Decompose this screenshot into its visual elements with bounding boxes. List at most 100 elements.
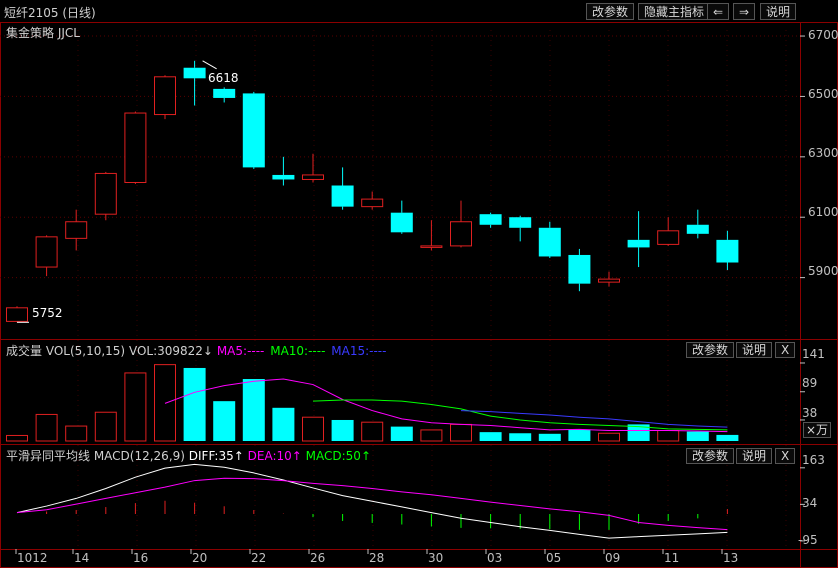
macd-tick-34: 34 (802, 496, 818, 510)
volume-bar-down (479, 432, 502, 441)
volume-bar-down (213, 401, 236, 441)
volume-bar-up (598, 432, 620, 442)
x-axis-label: 22 (251, 551, 267, 565)
vol-ma10-legend: MA10:---- (270, 344, 326, 358)
candle-body-up (94, 172, 117, 215)
candle-body-down (716, 239, 739, 263)
vol-params-button[interactable]: 改参数 (686, 342, 735, 358)
volume-bar-down (183, 367, 206, 441)
price-tick-6700: 6700 (808, 28, 838, 42)
candle-body-down (183, 67, 206, 79)
vol-tick-38: 38 (802, 406, 818, 420)
vol-ma15-line (460, 410, 728, 428)
vol-tick-141: 141 (802, 347, 825, 361)
candle-body-down (272, 174, 295, 180)
candle-body-down (509, 217, 532, 228)
price-tick-6100: 6100 (808, 205, 838, 219)
vol-ma15-legend: MA15:---- (331, 344, 387, 358)
volume-bar-up (35, 413, 58, 442)
candle-body-down (538, 227, 561, 257)
candle-body-down (568, 254, 591, 284)
low-price-label: 5752 (32, 306, 63, 320)
x-axis-label: 14 (74, 551, 90, 565)
x-axis-label: 13 (723, 551, 739, 565)
arrow-right-icon[interactable]: ⇒ (733, 3, 756, 20)
volume-bar-up (65, 425, 88, 442)
volume-bar-down (686, 431, 709, 441)
help-button[interactable]: 说明 (760, 3, 797, 20)
x-axis-label: 09 (605, 551, 621, 565)
x-axis-label: 16 (133, 551, 149, 565)
candle-body-down (627, 239, 650, 248)
candle-body-up (124, 112, 147, 183)
x-axis: 1012 14 16 20 22 26 28 30 03 05 09 11 13 (0, 551, 800, 568)
macd-indicator-name: 平滑异同平均线 MACD(12,26,9) (6, 449, 185, 463)
chart-title: 短纤2105 (日线) (4, 6, 96, 20)
high-marker-line (202, 60, 217, 70)
price-tick-5900: 5900 (808, 264, 838, 278)
vol-value: VOL:309822↓ (128, 344, 213, 358)
candle-body-down (390, 212, 413, 233)
volume-bar-down (331, 419, 354, 441)
x-axis-label: 26 (310, 551, 326, 565)
hide-main-indicator-button[interactable]: 隐藏主指标 (638, 3, 711, 20)
price-tick-6500: 6500 (808, 87, 838, 101)
candle-body-down (213, 88, 236, 98)
volume-bar-down (716, 434, 739, 441)
x-axis-label: 11 (664, 551, 680, 565)
strategy-label: 集金策略 JJCL (6, 26, 80, 40)
candle-body-up (302, 174, 324, 180)
chart-frame (0, 22, 838, 568)
candle-body-up (35, 236, 58, 268)
macd-tick-163: 163 (802, 453, 825, 467)
volume-bar-up (302, 416, 324, 442)
macd-diff-value: DIFF:35↑ (188, 449, 244, 463)
volume-bar-down (568, 429, 591, 441)
vol-panel-title: 成交量 VOL(5,10,15) VOL:309822↓ MA5:---- MA… (6, 342, 386, 359)
vol-ma5-line (164, 378, 728, 433)
vol-close-button[interactable]: X (775, 342, 796, 358)
macd-panel-title: 平滑异同平均线 MACD(12,26,9) DIFF:35↑ DEA:10↑ M… (6, 447, 371, 464)
x-axis-label: 20 (192, 551, 208, 565)
volume-bar-up (124, 372, 147, 442)
vol-help-button[interactable]: 说明 (736, 342, 773, 358)
vol-indicator-name: 成交量 VOL(5,10,15) (6, 344, 126, 358)
candle-body-up (450, 221, 472, 247)
volume-bar-down (272, 407, 295, 441)
volume-bar-down (538, 433, 561, 441)
volume-bar-up (420, 429, 443, 442)
params-button[interactable]: 改参数 (586, 3, 635, 20)
volume-bar-up (94, 411, 117, 442)
high-price-label: 6618 (208, 71, 239, 85)
volume-bar-up (361, 421, 384, 442)
x-axis-label: 1012 (17, 551, 48, 565)
candle-body-up (420, 245, 443, 248)
candle-body-down (331, 185, 354, 207)
macd-value: MACD:50↑ (305, 449, 371, 463)
macd-dea-line (16, 477, 728, 531)
candle-body-down (479, 214, 502, 225)
volume-bar-up (450, 423, 472, 442)
candle-body-up (598, 278, 620, 283)
x-axis-label: 05 (546, 551, 562, 565)
vol-unit-button[interactable]: ×万 (803, 422, 832, 438)
vol-ma5-legend: MA5:---- (216, 344, 265, 358)
candle-body-up (6, 307, 28, 322)
candle-body-down (242, 93, 265, 168)
macd-tick-neg95: -95 (798, 533, 818, 547)
volume-bar-up (657, 429, 680, 442)
macd-close-button[interactable]: X (775, 448, 796, 464)
volume-bar-down (242, 379, 265, 441)
candle-body-up (65, 221, 88, 239)
volume-bar-down (509, 433, 532, 441)
macd-help-button[interactable]: 说明 (736, 448, 773, 464)
macd-params-button[interactable]: 改参数 (686, 448, 735, 464)
candle-body-down (686, 224, 709, 234)
arrow-left-icon[interactable]: ⇐ (707, 3, 730, 20)
candle-body-up (657, 230, 680, 245)
volume-bar-down (627, 424, 650, 441)
candle-body-up (361, 198, 384, 208)
x-axis-label: 03 (487, 551, 503, 565)
vol-ma10-line (312, 399, 728, 431)
